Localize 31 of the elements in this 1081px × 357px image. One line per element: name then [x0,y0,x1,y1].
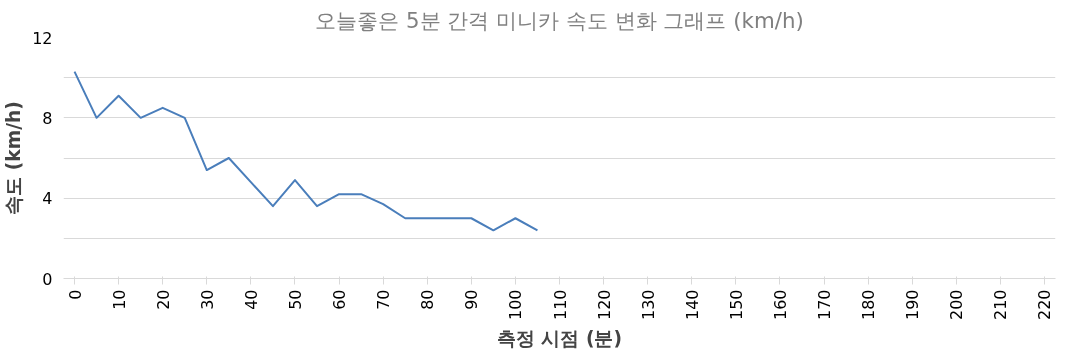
x-tick-label: 150 [726,289,746,321]
x-tick-label: 210 [991,289,1011,321]
x-tick-label: 200 [947,289,967,321]
x-tick-label: 170 [815,289,835,321]
x-tick-label: 140 [682,289,702,321]
y-tick-label: 8 [42,108,53,128]
x-tick-label: 70 [374,289,394,310]
y-axis-title: 속도 (km/h) [3,101,25,215]
x-tick-label: 20 [153,289,173,310]
x-tick-label: 120 [594,289,614,321]
x-tick-label: 60 [330,289,350,310]
x-tick-label: 50 [285,289,305,310]
y-tick-label: 4 [42,189,53,209]
x-tick-label: 0 [65,289,85,300]
x-tick-label: 10 [109,289,129,310]
x-tick-label: 130 [638,289,658,321]
x-tick-label: 90 [462,289,482,310]
x-tick-label: 220 [1035,289,1055,321]
y-tick-label: 0 [42,269,53,289]
line-series [73,70,539,232]
y-tick-label: 12 [32,28,53,48]
x-tick-label: 40 [241,289,261,310]
x-tick-label: 30 [197,289,217,310]
x-tick-label: 180 [859,289,879,321]
x-tick-label: 110 [550,289,570,321]
chart-title: 오늘좋은 5분 간격 미니카 속도 변화 그래프 (km/h) [315,7,804,33]
x-tick-label: 80 [418,289,438,310]
x-axis-title: 측정 시점 (분) [496,328,623,350]
x-tick-label: 100 [506,289,526,321]
x-tick-label: 160 [770,289,790,321]
x-tick-label: 190 [903,289,923,321]
